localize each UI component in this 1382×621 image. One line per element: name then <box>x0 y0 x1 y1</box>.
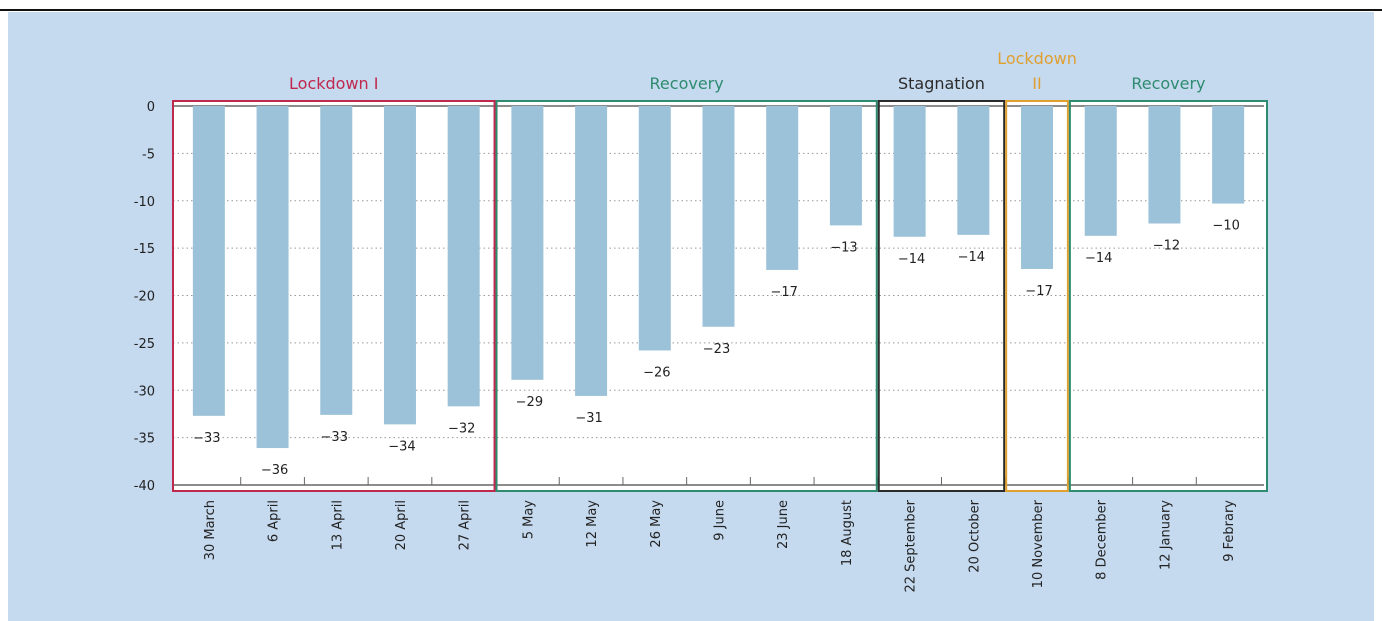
x-tick-label: 6 April <box>267 500 282 542</box>
value-label: −14 <box>1085 251 1112 266</box>
value-label: −23 <box>703 342 730 357</box>
value-label: −31 <box>575 411 602 426</box>
y-tick-label: -5 <box>142 147 155 162</box>
value-label: −17 <box>770 285 797 300</box>
bar <box>320 106 353 415</box>
x-tick-label: 18 August <box>840 500 855 566</box>
x-tick-label: 26 May <box>649 500 664 548</box>
bar <box>256 106 289 449</box>
bar <box>638 106 671 351</box>
bar <box>575 106 608 396</box>
bar <box>702 106 735 327</box>
phase-label: Recovery <box>1131 74 1206 93</box>
x-tick-label: 30 March <box>203 500 218 560</box>
x-tick-label: 27 April <box>458 500 473 550</box>
bar <box>1148 106 1181 224</box>
y-tick-label: -10 <box>134 195 155 210</box>
bar <box>766 106 799 270</box>
bar <box>447 106 480 407</box>
y-tick-label: -15 <box>134 242 155 257</box>
value-label: −13 <box>830 240 857 255</box>
y-tick-label: -25 <box>134 337 155 352</box>
value-label: −26 <box>643 365 670 380</box>
value-label: −14 <box>898 252 925 267</box>
value-label: −36 <box>261 463 288 478</box>
bar <box>383 106 416 425</box>
y-tick-label: -35 <box>134 432 155 447</box>
top-rule <box>0 9 1382 11</box>
phase-label: Lockdown II <box>997 49 1077 93</box>
x-tick-label: 9 Febrary <box>1222 500 1237 562</box>
x-tick-label: 23 June <box>776 500 791 549</box>
y-tick-label: 0 <box>147 100 155 115</box>
phase-label: Recovery <box>649 74 724 93</box>
x-tick-label: 12 January <box>1158 500 1173 570</box>
x-tick-label: 20 April <box>394 500 409 550</box>
bar <box>1021 106 1054 269</box>
x-tick-label: 10 November <box>1031 499 1046 588</box>
x-tick-label: 8 December <box>1095 499 1110 579</box>
bar <box>511 106 544 380</box>
value-label: −33 <box>193 431 220 446</box>
value-label: −29 <box>516 395 543 410</box>
value-label: −14 <box>958 250 985 265</box>
y-tick-label: -20 <box>134 290 155 305</box>
value-label: −32 <box>448 421 475 436</box>
y-tick-label: -40 <box>134 479 155 494</box>
value-label: −10 <box>1212 219 1239 234</box>
bar <box>1084 106 1117 236</box>
phase-box <box>1005 100 1069 492</box>
value-label: −33 <box>321 430 348 445</box>
bar <box>957 106 990 235</box>
x-tick-label: 20 October <box>967 499 982 572</box>
bar <box>1212 106 1245 204</box>
bar <box>192 106 225 416</box>
bar <box>829 106 862 226</box>
value-label: −17 <box>1025 284 1052 299</box>
phase-box <box>877 100 1006 492</box>
phase-label: Stagnation <box>897 74 985 93</box>
x-tick-label: 9 June <box>713 500 728 541</box>
x-tick-label: 22 September <box>904 499 919 592</box>
phase-box <box>1068 100 1268 492</box>
x-tick-label: 12 May <box>585 500 600 548</box>
y-tick-label: -30 <box>134 384 155 399</box>
bar <box>893 106 926 237</box>
phase-box <box>172 100 496 492</box>
phase-box <box>495 100 878 492</box>
x-tick-label: 5 May <box>521 500 536 540</box>
value-label: −34 <box>388 439 415 454</box>
x-tick-label: 13 April <box>330 500 345 550</box>
value-label: −12 <box>1153 238 1180 253</box>
phase-label: Lockdown I <box>289 74 379 93</box>
